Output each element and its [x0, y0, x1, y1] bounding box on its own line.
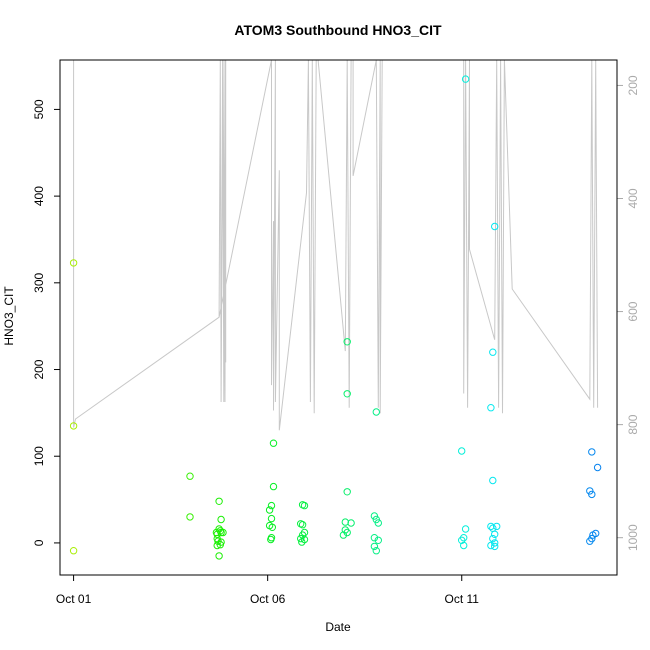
- data-point: [267, 514, 276, 523]
- data-point: [489, 534, 497, 543]
- altitude-line: [73, 60, 599, 431]
- right-y-tick-label: 800: [626, 414, 640, 434]
- x-tick-label: Oct 06: [250, 592, 286, 606]
- data-point: [215, 497, 223, 505]
- data-point: [491, 542, 499, 551]
- data-point: [372, 547, 380, 555]
- data-point: [339, 531, 348, 539]
- chart-title: ATOM3 Southbound HNO3_CIT: [234, 22, 442, 38]
- data-point: [461, 525, 470, 533]
- data-point: [69, 547, 78, 555]
- y-axis-label: HNO3_CIT: [2, 286, 16, 346]
- data-point: [458, 447, 466, 455]
- data-point: [489, 476, 497, 485]
- x-tick-label: Oct 11: [445, 592, 480, 606]
- data-point: [374, 536, 382, 544]
- x-axis-label: Date: [325, 620, 351, 634]
- y-tick-label: 100: [32, 446, 46, 466]
- plot-frame: [59, 59, 618, 576]
- data-point: [370, 512, 379, 520]
- series-layer: [69, 60, 602, 560]
- y-tick-label: 400: [32, 186, 46, 206]
- data-point: [186, 472, 194, 480]
- right-y-tick-label: 200: [626, 75, 640, 95]
- data-point: [586, 487, 594, 495]
- y-tick-label: 200: [32, 359, 46, 379]
- data-point: [269, 439, 278, 447]
- data-point: [268, 523, 276, 531]
- data-point: [343, 528, 351, 537]
- data-point: [588, 448, 596, 456]
- data-point: [341, 518, 349, 526]
- data-point: [458, 536, 466, 544]
- right-y-tick-label: 1000: [626, 524, 640, 551]
- data-point: [267, 535, 275, 544]
- data-point: [493, 522, 501, 531]
- data-point: [487, 541, 495, 550]
- data-point: [461, 75, 470, 83]
- data-point: [487, 404, 495, 412]
- data-point: [343, 488, 351, 496]
- right-y-tick-label: 400: [626, 188, 640, 208]
- data-point: [297, 534, 305, 543]
- data-point: [489, 524, 497, 532]
- data-point: [298, 538, 306, 546]
- data-point: [374, 519, 382, 527]
- data-point: [298, 521, 307, 529]
- data-point: [460, 541, 468, 550]
- data-point: [212, 528, 221, 537]
- data-point: [589, 531, 597, 539]
- x-tick-label: Oct 01: [56, 592, 92, 606]
- right-y-tick-label: 600: [626, 301, 640, 321]
- data-point: [213, 541, 221, 550]
- data-point: [588, 490, 596, 499]
- data-point: [267, 501, 276, 510]
- data-point: [69, 259, 78, 267]
- data-point: [215, 552, 223, 560]
- axes-layer: 0 100 200 300 400 500 200 400 600 800 1000 Oct 01 Oc…: [32, 75, 640, 606]
- data-point: [593, 463, 602, 472]
- data-point: [370, 534, 379, 542]
- data-point: [300, 501, 309, 510]
- data-point: [265, 506, 274, 514]
- data-point: [186, 513, 194, 521]
- data-point: [69, 422, 78, 430]
- data-point: [491, 222, 499, 231]
- data-point: [491, 539, 499, 547]
- y-tick-label: 300: [32, 272, 46, 292]
- y-tick-label: 500: [32, 99, 46, 119]
- data-point: [487, 522, 495, 531]
- plot-area: [69, 60, 602, 560]
- data-point: [216, 541, 225, 549]
- data-point: [217, 515, 225, 524]
- data-point: [491, 530, 499, 538]
- data-point: [269, 482, 278, 491]
- data-point: [298, 531, 307, 539]
- data-point: [370, 542, 379, 551]
- data-point: [372, 408, 380, 416]
- y-tick-label: 0: [32, 539, 46, 546]
- data-point: [343, 338, 351, 346]
- data-point: [343, 390, 351, 398]
- data-point: [489, 348, 497, 356]
- data-point: [586, 537, 594, 545]
- data-point: [347, 519, 355, 527]
